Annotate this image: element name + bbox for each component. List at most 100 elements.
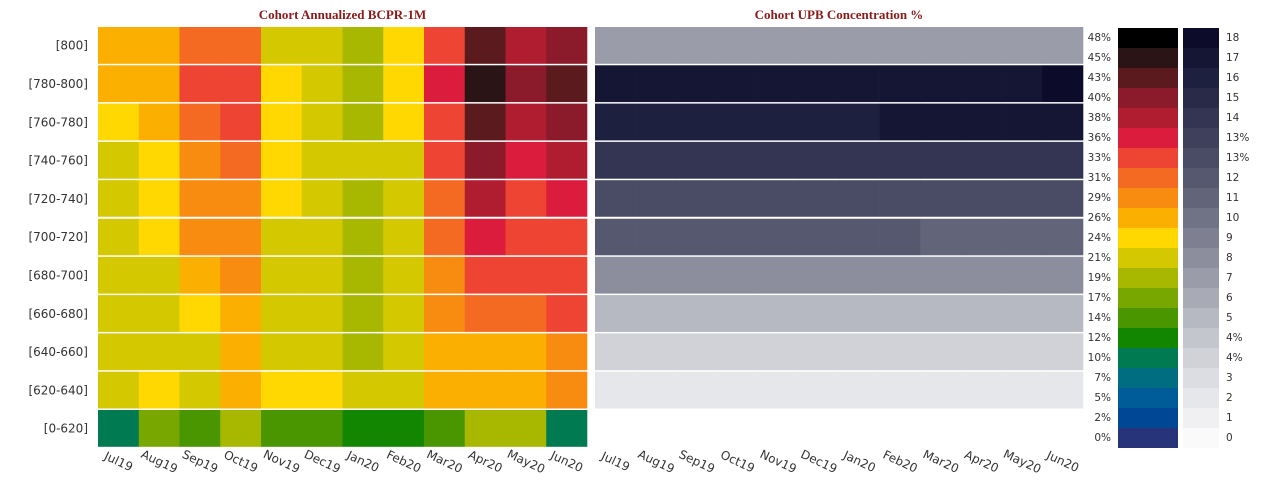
legend-label: 33%	[1088, 152, 1111, 164]
heat-cell	[879, 65, 921, 103]
legend-label: 48%	[1088, 32, 1111, 44]
heat-cell	[138, 65, 180, 103]
legend-swatch	[1183, 188, 1219, 208]
heat-cell	[261, 65, 303, 103]
heat-cell	[717, 27, 758, 64]
legend-swatch	[1183, 48, 1219, 68]
heat-cell	[98, 218, 140, 256]
heat-cell	[717, 333, 758, 371]
heat-cell	[261, 371, 303, 409]
heat-cell	[505, 410, 547, 447]
heat-cell	[179, 371, 221, 409]
legend-label: 1	[1226, 412, 1233, 424]
heat-cell	[595, 180, 636, 217]
heat-cell	[98, 333, 140, 371]
legend-swatch	[1118, 428, 1178, 448]
heat-cell	[505, 333, 547, 371]
heat-cell	[879, 371, 921, 409]
heat-cell	[1042, 180, 1084, 217]
heat-cell	[342, 103, 384, 141]
heat-cell	[1001, 371, 1043, 409]
heat-cell	[920, 371, 962, 409]
legend-swatch	[1118, 28, 1178, 48]
heat-cell	[839, 295, 880, 332]
heat-cell	[220, 27, 262, 64]
legend-swatch	[1183, 168, 1219, 188]
heat-cell	[179, 256, 221, 294]
legend-label: 2	[1226, 392, 1233, 404]
chart-title: Cohort Annualized BCPR-1M	[259, 7, 427, 22]
legend-swatch	[1183, 148, 1219, 168]
heat-cell	[464, 103, 506, 141]
heat-cell	[138, 295, 180, 332]
heat-cell	[383, 295, 425, 332]
heat-cell	[342, 141, 384, 179]
legend-swatch	[1183, 208, 1219, 228]
heat-cell	[717, 256, 758, 294]
heat-cell	[920, 65, 962, 103]
heat-cell	[717, 218, 758, 256]
heat-cell	[961, 295, 1002, 332]
heat-cell	[676, 180, 718, 217]
heat-cell	[961, 333, 1002, 371]
heat-cell	[717, 65, 758, 103]
heat-cell	[676, 65, 718, 103]
heat-cell	[961, 256, 1002, 294]
x-tick-label: May20	[505, 447, 547, 477]
heat-cell	[98, 103, 140, 141]
heat-cell	[635, 333, 677, 371]
heat-cell	[301, 256, 343, 294]
legend-label: 4%	[1226, 332, 1243, 344]
row-label: [0-620]	[44, 422, 88, 436]
row-label: [640-660]	[28, 345, 88, 359]
heat-cell	[920, 103, 962, 141]
heat-cell	[757, 27, 799, 64]
heat-cell	[635, 27, 677, 64]
heat-cell	[220, 141, 262, 179]
heat-cell	[676, 295, 718, 332]
heat-cell	[301, 65, 343, 103]
legend-swatch	[1183, 408, 1219, 428]
heat-cell	[757, 103, 799, 141]
heat-cell	[220, 333, 262, 371]
heat-cell	[920, 141, 962, 179]
heat-cell	[383, 410, 425, 447]
heat-cell	[1042, 256, 1084, 294]
heat-cell	[464, 371, 506, 409]
legend-swatch	[1183, 128, 1219, 148]
heat-cell	[595, 256, 636, 294]
heat-cell	[464, 27, 506, 64]
legend-swatch	[1183, 28, 1219, 48]
legend-label: 14	[1226, 112, 1240, 124]
heat-cell	[798, 65, 840, 103]
heat-cell	[595, 65, 636, 103]
legend-label: 21%	[1088, 252, 1111, 264]
legend-swatch	[1183, 288, 1219, 308]
heat-cell	[220, 410, 262, 447]
heat-cell	[424, 141, 466, 179]
legend-label: 5	[1226, 312, 1233, 324]
row-label: [660-680]	[28, 307, 88, 321]
heat-cell	[757, 256, 799, 294]
row-label: [740-760]	[28, 154, 88, 168]
heat-cell	[301, 410, 343, 447]
legend-label: 10%	[1088, 352, 1111, 364]
heat-cell	[635, 371, 677, 409]
heat-cell	[961, 27, 1002, 64]
heat-cell	[383, 218, 425, 256]
heat-cell	[635, 141, 677, 179]
heat-cell	[98, 180, 140, 217]
legend-label: 36%	[1088, 132, 1111, 144]
heat-cell	[595, 27, 636, 64]
heat-cell	[464, 410, 506, 447]
legend-swatch	[1183, 268, 1219, 288]
heat-cell	[961, 141, 1002, 179]
heat-cell	[757, 65, 799, 103]
heat-cell	[717, 103, 758, 141]
legend-swatch	[1118, 348, 1178, 368]
heat-cell	[261, 256, 303, 294]
heat-cell	[798, 371, 840, 409]
heat-cell	[1042, 295, 1084, 332]
row-label: [620-640]	[28, 383, 88, 397]
heat-cell	[505, 180, 547, 217]
